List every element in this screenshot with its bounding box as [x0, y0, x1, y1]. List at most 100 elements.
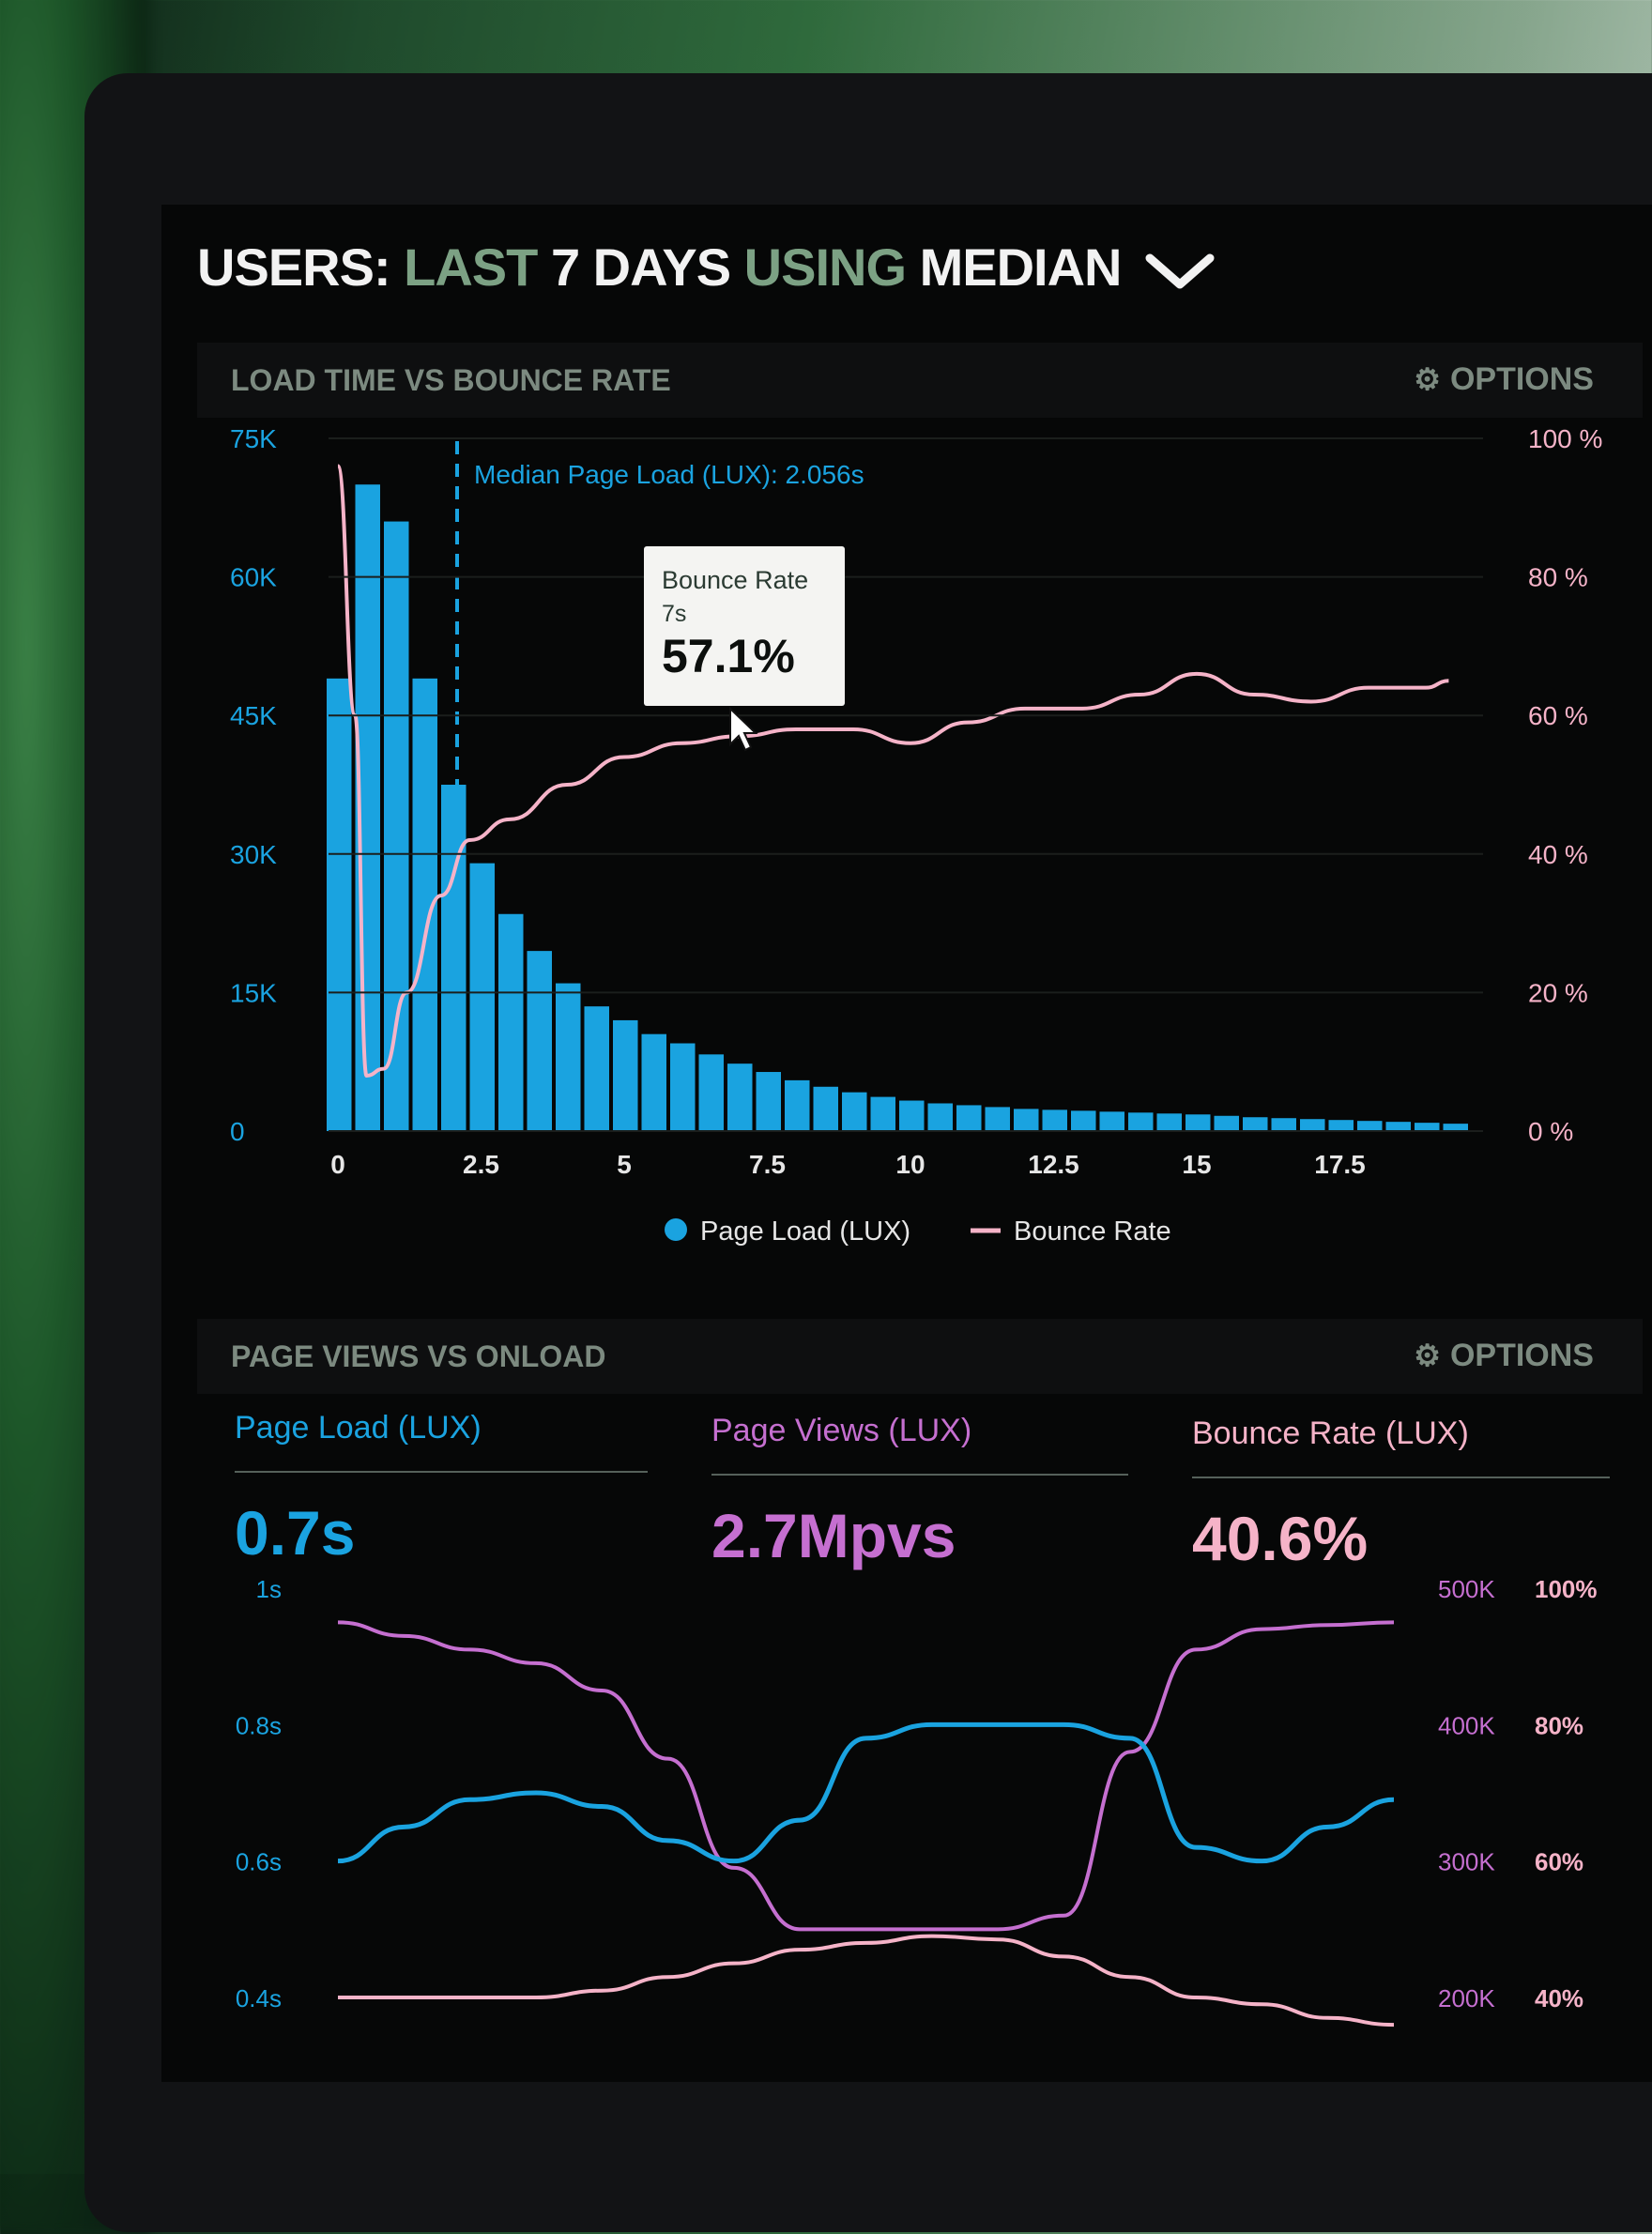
- y-left-tick: 15K: [230, 978, 277, 1007]
- page-views-onload-chart: 1s 0.8s 0.6s 0.4s 500K 400K 300K 200K 100% 80% 60%…: [236, 1575, 1598, 2027]
- options-label: OPTIONS: [1449, 361, 1594, 397]
- y-right-rate-tick: 40%: [1535, 1984, 1583, 2012]
- bar[interactable]: [1300, 1119, 1325, 1131]
- bar[interactable]: [641, 1033, 667, 1131]
- kpi-divider: [235, 1471, 648, 1473]
- y-right-tick: 20 %: [1528, 978, 1588, 1007]
- chevron-down-icon[interactable]: [1144, 251, 1216, 292]
- bar[interactable]: [441, 785, 467, 1131]
- bar[interactable]: [1185, 1114, 1211, 1131]
- legend: Page Load (LUX) Bounce Rate: [665, 1216, 1171, 1247]
- y-right-tick: 100 %: [1528, 424, 1602, 453]
- bar[interactable]: [1214, 1115, 1240, 1131]
- page-views-line: [337, 1620, 1395, 1932]
- legend-page-load[interactable]: Page Load (LUX): [700, 1216, 910, 1247]
- bar[interactable]: [613, 1019, 638, 1131]
- bar[interactable]: [1014, 1109, 1039, 1131]
- y-right-rate-tick: 80%: [1535, 1711, 1583, 1739]
- bar[interactable]: [1443, 1124, 1469, 1131]
- bar[interactable]: [1099, 1111, 1125, 1131]
- options-button-page-views[interactable]: ⚙ OPTIONS: [1414, 1338, 1594, 1374]
- tooltip-box: [644, 546, 845, 706]
- bar[interactable]: [327, 678, 352, 1131]
- tooltip-title: Bounce Rate: [662, 566, 808, 594]
- kpi-bounce-rate[interactable]: Bounce Rate (LUX) 40.6%: [1192, 1415, 1610, 1574]
- bar[interactable]: [1243, 1117, 1268, 1131]
- dashboard-screen: [161, 205, 1652, 2082]
- x-tick: 2.5: [463, 1150, 499, 1179]
- page-title[interactable]: USERS: LAST 7 DAYS USING MEDIAN: [197, 237, 1216, 298]
- bar[interactable]: [842, 1092, 867, 1131]
- bounce-rate-line: [338, 1934, 1395, 2027]
- title-aggregation: MEDIAN: [919, 237, 1123, 297]
- bar[interactable]: [498, 913, 524, 1131]
- axes-group: 0 15K 30K 45K 60K 75K 0 % 20 % 40 % 60 % 80 % 100 %…: [230, 424, 1602, 1179]
- panel-page-views-header: PAGE VIEWS VS ONLOAD ⚙ OPTIONS: [197, 1319, 1643, 1394]
- options-button-load-time[interactable]: ⚙ OPTIONS: [1414, 361, 1594, 398]
- bar[interactable]: [956, 1105, 982, 1131]
- bar[interactable]: [727, 1063, 753, 1131]
- bar[interactable]: [756, 1072, 782, 1131]
- bar[interactable]: [813, 1086, 839, 1131]
- y-left-tick: 45K: [230, 701, 277, 730]
- x-tick: 15: [1182, 1150, 1211, 1179]
- kpi-label: Page Load (LUX): [235, 1410, 482, 1446]
- x-tick: 0: [330, 1150, 345, 1179]
- title-period: 7 DAYS: [550, 237, 731, 297]
- x-tick: 5: [617, 1150, 632, 1179]
- y-right-tick: 80 %: [1528, 563, 1588, 592]
- kpi-label: Bounce Rate (LUX): [1192, 1415, 1469, 1451]
- median-label: Median Page Load (LUX): 2.056s: [474, 460, 864, 489]
- bar[interactable]: [1357, 1121, 1383, 1131]
- panel-title-page-views: PAGE VIEWS VS ONLOAD: [231, 1339, 606, 1373]
- kpi-page-load[interactable]: Page Load (LUX) 0.7s: [235, 1410, 648, 1568]
- title-last: LAST: [404, 237, 538, 297]
- bar[interactable]: [584, 1006, 610, 1131]
- bar[interactable]: [527, 951, 553, 1131]
- y-left-tick: 0.4s: [236, 1984, 282, 2012]
- bar[interactable]: [899, 1100, 925, 1131]
- bar[interactable]: [698, 1054, 725, 1131]
- y-right-views-tick: 500K: [1438, 1575, 1495, 1603]
- x-tick: 17.5: [1314, 1150, 1366, 1179]
- kpi-value: 2.7Mpvs: [711, 1501, 956, 1570]
- kpi-divider: [711, 1474, 1128, 1476]
- panel-title-load-time: LOAD TIME VS BOUNCE RATE: [231, 363, 671, 397]
- page-load-line: [337, 1721, 1395, 1864]
- x-tick: 12.5: [1028, 1150, 1079, 1179]
- tooltip-subtitle: 7s: [662, 601, 686, 627]
- bar[interactable]: [1128, 1112, 1154, 1131]
- bar[interactable]: [670, 1043, 696, 1131]
- bar[interactable]: [1071, 1110, 1096, 1131]
- bar[interactable]: [556, 983, 581, 1131]
- y-left-tick: 30K: [230, 840, 277, 869]
- title-using: USING: [743, 237, 907, 297]
- bar[interactable]: [1156, 1113, 1183, 1131]
- panel-load-time-header: LOAD TIME VS BOUNCE RATE ⚙ OPTIONS: [197, 343, 1643, 418]
- gear-icon: ⚙: [1414, 1339, 1441, 1372]
- tooltip: Bounce Rate 7s 57.1%: [644, 546, 845, 706]
- axes-group: 1s 0.8s 0.6s 0.4s 500K 400K 300K 200K 100% 80% 60%…: [236, 1575, 1598, 2012]
- legend-bounce-rate[interactable]: Bounce Rate: [1014, 1216, 1171, 1247]
- y-right-tick: 60 %: [1528, 701, 1588, 730]
- y-left-tick: 0: [230, 1117, 245, 1146]
- bar[interactable]: [1042, 1109, 1068, 1131]
- bar[interactable]: [1328, 1120, 1354, 1131]
- bar[interactable]: [1385, 1122, 1412, 1131]
- y-left-tick: 0.6s: [236, 1848, 282, 1876]
- title-users: USERS:: [197, 237, 391, 297]
- bar[interactable]: [1415, 1123, 1440, 1131]
- bar[interactable]: [870, 1096, 896, 1131]
- bar[interactable]: [1271, 1118, 1297, 1131]
- y-right-rate-tick: 60%: [1535, 1848, 1583, 1876]
- kpi-value: 40.6%: [1192, 1504, 1369, 1573]
- y-right-rate-tick: 100%: [1535, 1575, 1598, 1603]
- gear-icon: ⚙: [1414, 362, 1441, 396]
- bar[interactable]: [985, 1107, 1011, 1131]
- bar[interactable]: [785, 1079, 810, 1131]
- bar[interactable]: [927, 1103, 954, 1131]
- kpi-page-views[interactable]: Page Views (LUX) 2.7Mpvs: [711, 1413, 1128, 1571]
- bar[interactable]: [469, 863, 496, 1131]
- y-left-tick: 0.8s: [236, 1711, 282, 1739]
- kpi-value: 0.7s: [235, 1498, 356, 1568]
